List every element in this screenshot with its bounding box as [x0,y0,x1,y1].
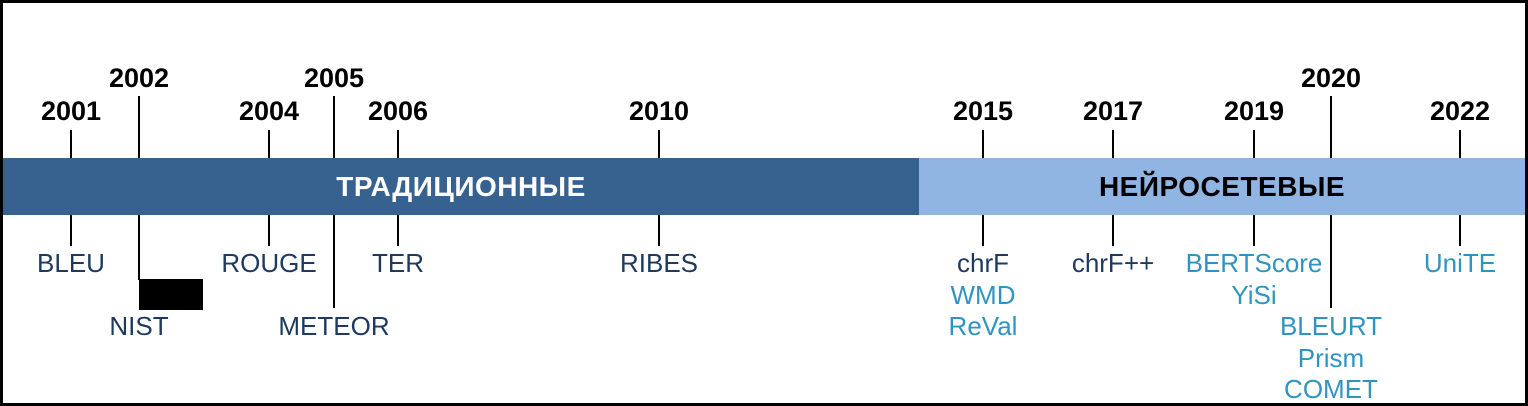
tick-above-2010 [658,130,660,158]
year-label-2010: 2010 [628,96,690,126]
year-label-2017: 2017 [1082,96,1144,126]
tick-below-2019 [1253,215,1255,246]
metric-label-bleu: BLEU [37,248,105,278]
metric-label-bertscore: BERTScore [1185,248,1323,278]
year-label-2002: 2002 [108,63,170,93]
tick-below-2002 [138,215,140,280]
metric-label-reval: ReVal [948,311,1018,341]
tick-above-2015 [982,130,984,158]
metric-label-bleurt: BLEURT [1279,311,1383,341]
year-label-2006: 2006 [367,96,429,126]
era-label-traditional: ТРАДИЦИОННЫЕ [336,170,586,202]
tick-below-2001 [70,215,72,246]
metric-label-prism: Prism [1297,343,1365,373]
tick-above-2001 [70,130,72,158]
metric-label-comet: COMET [1284,374,1378,404]
metric-label-meteor: METEOR [278,311,390,341]
era-band-traditional: ТРАДИЦИОННЫЕ [3,158,919,215]
tick-above-2004 [268,130,270,158]
metric-label-ter: TER [372,248,424,278]
tick-below-2010 [658,215,660,246]
tick-below-2004 [268,215,270,246]
tick-above-2005 [333,96,335,158]
tick-above-2020 [1330,96,1332,158]
metric-label-unite: UniTE [1423,248,1497,278]
tick-below-2022 [1459,215,1461,246]
era-band-neural: НЕЙРОСЕТЕВЫЕ [919,158,1525,215]
year-label-2015: 2015 [952,96,1014,126]
metric-label-nist: NIST [109,311,169,341]
tick-below-2017 [1112,215,1114,246]
metric-label-chrf-: chrF++ [1071,248,1155,278]
tick-above-2006 [397,130,399,158]
year-label-2005: 2005 [303,63,365,93]
metric-label-yisi: YiSi [1231,280,1277,310]
tick-below-2020 [1330,215,1332,308]
metric-label-chrf: chrF [957,248,1009,278]
redaction-box [139,279,203,310]
tick-above-2022 [1459,130,1461,158]
year-label-2022: 2022 [1429,96,1491,126]
year-label-2004: 2004 [238,96,300,126]
tick-below-2015 [982,215,984,246]
tick-above-2019 [1253,130,1255,158]
metric-label-wmd: WMD [950,280,1016,310]
year-label-2020: 2020 [1300,63,1362,93]
era-label-neural: НЕЙРОСЕТЕВЫЕ [1098,170,1346,202]
year-label-2001: 2001 [40,96,102,126]
metric-label-rouge: ROUGE [221,248,317,278]
tick-below-2006 [397,215,399,246]
metric-label-ribes: RIBES [619,248,699,278]
tick-below-2005 [333,215,335,308]
tick-above-2017 [1112,130,1114,158]
year-label-2019: 2019 [1223,96,1285,126]
tick-above-2002 [138,96,140,158]
